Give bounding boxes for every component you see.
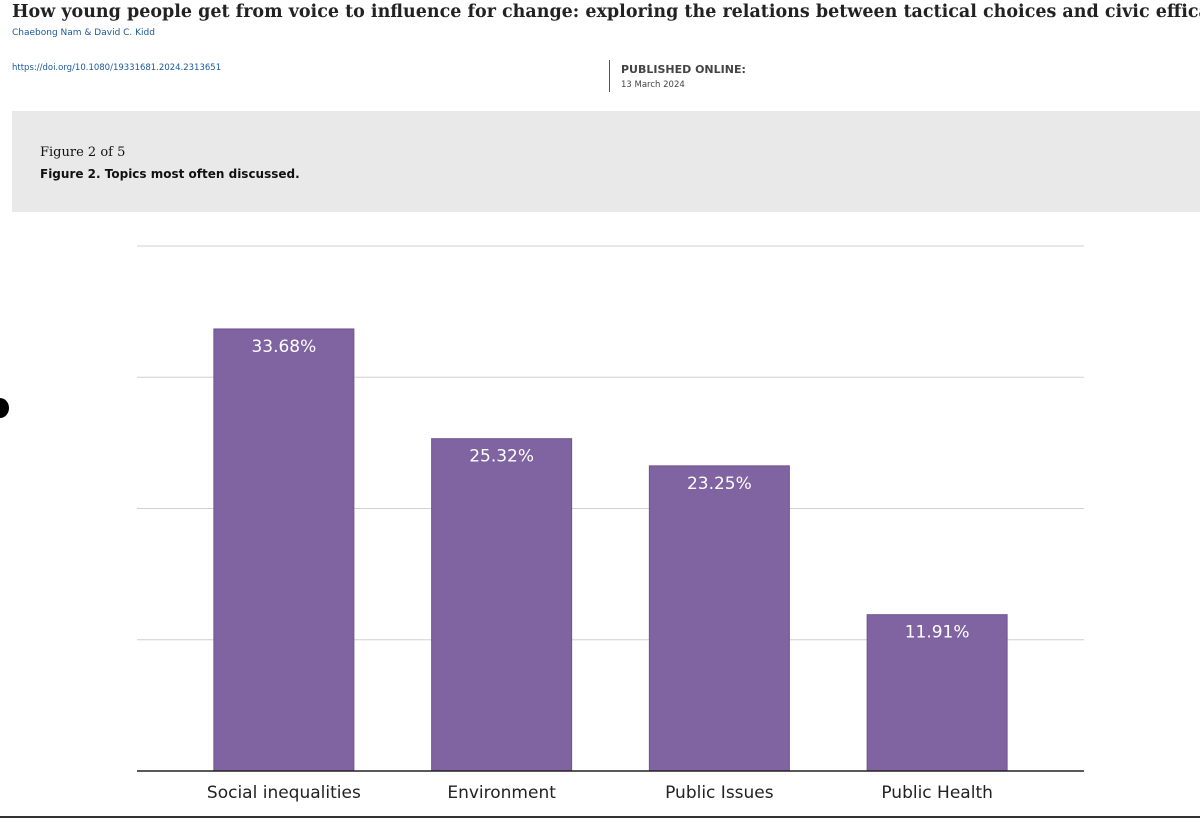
x-tick-label: Public Issues	[665, 783, 774, 803]
authors[interactable]: Chaebong Nam & David C. Kidd	[12, 28, 155, 38]
x-tick-label: Environment	[447, 783, 556, 803]
nav-dot[interactable]	[0, 398, 9, 418]
bar	[866, 614, 1008, 772]
figure-caption: Figure 2. Topics most often discussed.	[40, 167, 300, 181]
value-label: 25.32%	[469, 447, 534, 467]
value-label: 23.25%	[687, 474, 752, 494]
x-tick-label: Public Health	[881, 783, 993, 803]
article-title[interactable]: How young people get from voice to influ…	[12, 2, 1200, 22]
bar	[213, 328, 355, 772]
figure-header	[12, 111, 1200, 212]
doi-link[interactable]: https://doi.org/10.1080/19331681.2024.23…	[12, 63, 222, 73]
x-tick-label: Social inequalities	[207, 783, 361, 803]
value-label: 33.68%	[251, 337, 316, 357]
published-date: 13 March 2024	[621, 80, 685, 90]
bar	[431, 438, 573, 772]
divider	[609, 60, 610, 92]
value-label: 11.91%	[905, 623, 970, 643]
published-label: PUBLISHED ONLINE:	[621, 63, 746, 76]
bar	[648, 465, 790, 772]
bottom-rule	[0, 816, 1200, 818]
figure-counter: Figure 2 of 5	[40, 145, 126, 160]
